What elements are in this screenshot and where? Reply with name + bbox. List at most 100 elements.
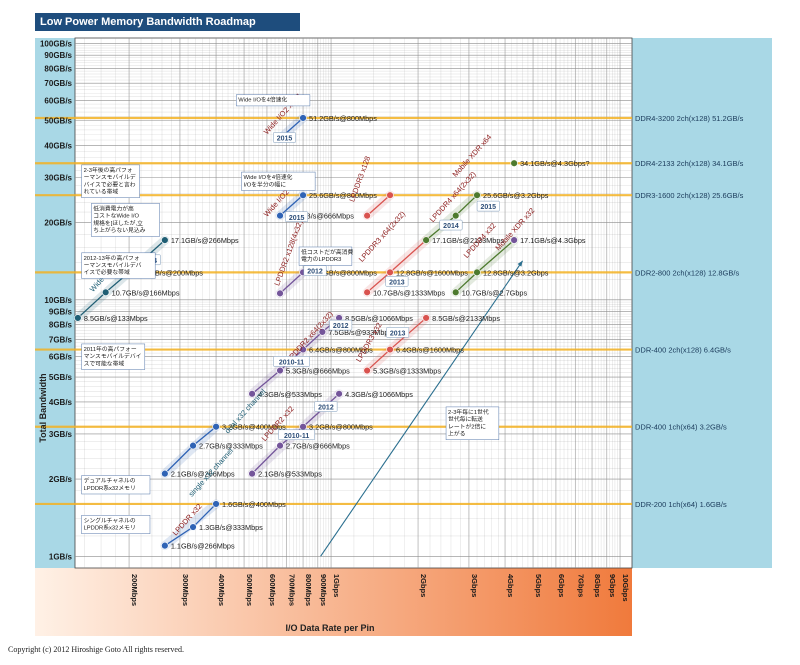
data-point (74, 314, 82, 322)
x-tick-label: 800Mbps (304, 574, 313, 606)
year-tag-box (273, 132, 296, 143)
note-text: シングルチャネルの (84, 516, 136, 524)
y-tick-label: 10GB/s (44, 296, 72, 305)
data-point (363, 288, 371, 297)
note-text: 2-3年毎に1世代 (448, 408, 489, 416)
data-point-label: 5.3GB/s@666Mbps (286, 367, 350, 376)
year-tag-box (386, 327, 410, 338)
x-tick-label: 700Mbps (287, 574, 296, 606)
y-tick-label: 4GB/s (49, 398, 73, 407)
data-point-label: 8.5GB/s@1066Mbps (345, 314, 413, 323)
y-tick-label: 100GB/s (40, 39, 73, 48)
x-axis-panel (35, 568, 632, 636)
data-point (510, 159, 518, 167)
data-point-label: 1.1GB/s@266Mbps (171, 542, 235, 551)
data-point (248, 390, 256, 398)
data-point (386, 191, 394, 199)
data-point (101, 288, 110, 297)
note-text: ーマンスモバイルデ (84, 173, 136, 181)
reference-line-label: DDR4-3200 2ch(x128) 51.2GB/s (635, 114, 744, 123)
y-tick-label: 1GB/s (49, 552, 73, 561)
series-line (279, 194, 304, 217)
grid-lines (75, 38, 632, 568)
year-tag-box (476, 200, 500, 212)
data-point-label: 25.6GB/s@3.2Gbps (483, 191, 549, 200)
note-box (81, 252, 156, 279)
bandwidth-roadmap-chart: DDR4-3200 2ch(x128) 51.2GB/s DDR4-2133 2c… (35, 37, 772, 636)
data-point (452, 211, 460, 220)
note-text: バイスで必要と言わ (84, 180, 136, 188)
x-axis-title: I/O Data Rate per Pin (285, 623, 374, 633)
year-tag: 2012 (307, 268, 323, 275)
note-box (298, 246, 353, 266)
data-point-label: 12.8GB/s@1600Mbps (396, 268, 468, 277)
x-tick-label: 7Gbps (576, 574, 585, 597)
y-tick-label: 7GB/s (49, 336, 73, 345)
data-point-label: 5.3GB/s@1333Mbps (373, 367, 441, 376)
data-point-label: 34.1GB/s@4.3Gbps? (520, 159, 589, 168)
data-point (248, 469, 256, 478)
y-tick-label: 70GB/s (44, 79, 72, 88)
data-point-label: 10.7GB/s@1333Mbps (373, 288, 445, 297)
x-tick-label: 2Gbps (419, 574, 428, 597)
data-point-label: 12.8GB/s@800Mbps (309, 268, 377, 277)
chart-title: Low Power Memory Bandwidth Roadmap (35, 13, 300, 31)
reference-line-label: DDR-400 2ch(x128) 6.4GB/s (635, 346, 731, 355)
note-text: 上がる (448, 430, 465, 438)
y-axis-title: Total Bandwidth (38, 373, 48, 442)
y-tick-label: 8GB/s (49, 321, 73, 330)
x-tick-label: 1Gbps (332, 574, 341, 597)
data-point (276, 366, 284, 375)
x-tick-labels: 200Mbps 300Mbps 400Mbps 500Mbps 600Mbps 700Mb… (130, 574, 630, 606)
right-label-panel (632, 38, 772, 568)
year-tag-box (329, 319, 353, 331)
year-tag: 2013 (389, 279, 405, 286)
data-point (189, 441, 197, 450)
year-tag: 2015 (277, 135, 293, 142)
data-point-label: 25.6GB/s@800Mbps (309, 191, 377, 200)
year-tag-box (273, 356, 310, 367)
x-tick-label: 5Gbps (534, 574, 543, 597)
note-text: 世代毎に転送 (448, 415, 483, 423)
year-tag: 2013 (390, 330, 406, 337)
note-text: ち上がらない見込み (93, 226, 145, 234)
year-tag-box (278, 429, 315, 441)
y-tick-label: 3GB/s (49, 430, 73, 439)
note-text: コストなWide I/O (93, 213, 139, 220)
y-tick-label: 30GB/s (44, 174, 72, 183)
trend-arrow-head (517, 260, 523, 267)
x-tick-label: 600Mbps (268, 574, 277, 606)
note-text: 低消費電力が高 (93, 205, 134, 213)
data-point-label: 2.7GB/s@666Mbps (286, 442, 350, 451)
data-point-label: 6.4GB/s@800Mbps (309, 346, 373, 355)
note-box (241, 171, 316, 191)
series-line (279, 271, 304, 294)
year-tag: 2015 (289, 215, 305, 222)
note-text: 2011年の高パフォー (84, 345, 137, 353)
year-tag-box (285, 211, 309, 223)
data-point (473, 268, 481, 277)
note-box (91, 203, 160, 237)
year-tag: 2012 (333, 323, 349, 330)
y-tick-label: 80GB/s (44, 64, 72, 73)
note-box (81, 475, 151, 495)
y-tick-label: 60GB/s (44, 96, 72, 105)
data-point (161, 236, 169, 244)
plot-area (74, 37, 633, 569)
x-tick-label: 10Gbps (621, 574, 630, 602)
note-box (236, 94, 311, 107)
data-point-label: 51.2GB/s@800Mbps (309, 114, 377, 123)
data-point (510, 236, 518, 244)
data-point-label: 2.1GB/s@266Mbps (171, 470, 235, 479)
reference-line-label: DDR4-2133 2ch(x128) 34.1GB/s (635, 159, 744, 168)
x-tick-label: 200Mbps (130, 574, 139, 606)
data-point (189, 523, 197, 531)
data-point-label: 17.1GB/s@4.3Gbps (520, 236, 586, 245)
year-tag: 2015 (480, 204, 496, 211)
note-text: I/Oを半分の幅に (244, 180, 287, 188)
note-text: LPDDR系x32メモリ (84, 484, 136, 492)
x-tick-label: 6Gbps (557, 574, 566, 597)
data-point-label: 17.1GB/s@266Mbps (171, 236, 239, 245)
year-tag: 2010-11 (279, 359, 304, 366)
